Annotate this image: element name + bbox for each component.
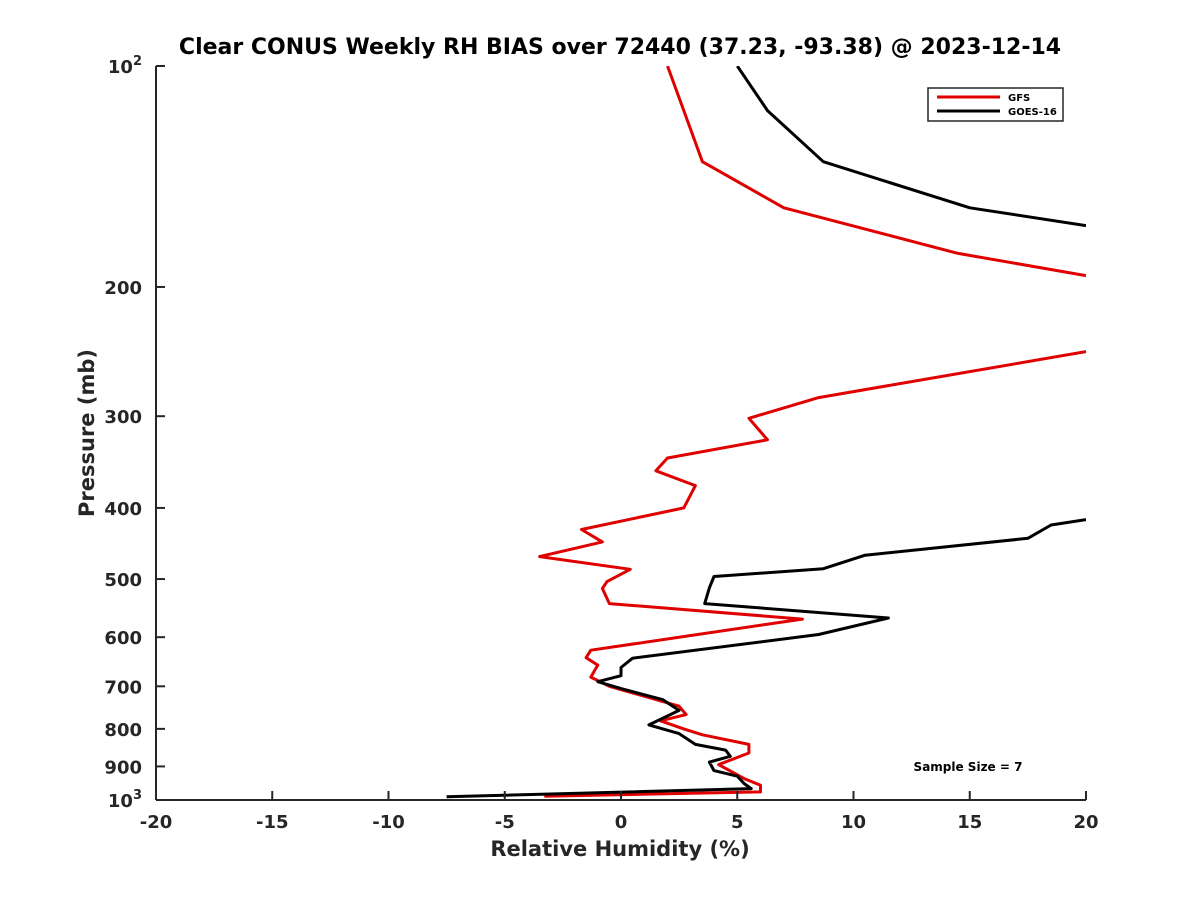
- legend: GFS GOES-16: [927, 87, 1064, 122]
- y-tick-label: 200: [104, 278, 142, 299]
- y-tick-label: 900: [104, 757, 142, 778]
- legend-label-goes-16: GOES-16: [1008, 107, 1057, 118]
- y-tick-label: 102: [108, 54, 142, 78]
- series-line-gfs-1: [666, 66, 1086, 278]
- x-tick-label: 5: [731, 812, 744, 833]
- x-tick-label: 10: [841, 812, 866, 833]
- x-tick-label: -15: [256, 812, 289, 833]
- y-tick-label: 800: [104, 720, 142, 741]
- y-tick-label: 400: [104, 499, 142, 520]
- x-tick-label: -20: [140, 812, 173, 833]
- x-tick-label: -5: [495, 812, 515, 833]
- plot-area: [155, 66, 1086, 801]
- series-line-gfs-2: [538, 350, 1086, 798]
- series-lines: [446, 66, 1086, 799]
- y-axis-label: Pressure (mb): [75, 349, 99, 517]
- series-line-goes-16-2: [446, 518, 1086, 799]
- x-tick-label: -10: [372, 812, 405, 833]
- x-tick-label: 15: [957, 812, 982, 833]
- y-tick-label: 300: [104, 407, 142, 428]
- y-tick-label: 103: [108, 788, 142, 812]
- legend-box: [927, 87, 1064, 122]
- series-line-goes-16-1: [736, 66, 1086, 228]
- sample-size-annotation: Sample Size = 7: [914, 760, 1023, 774]
- y-tick-label: 500: [104, 570, 142, 591]
- y-tick-label: 700: [104, 677, 142, 698]
- y-tick-label: 600: [104, 628, 142, 649]
- x-axis-label: Relative Humidity (%): [490, 837, 749, 861]
- x-tick-label: 0: [615, 812, 628, 833]
- x-axis-ticks: -20 -15 -10 -5 0 5 10 15 20: [140, 791, 1099, 833]
- chart-title: Clear CONUS Weekly RH BIAS over 72440 (3…: [179, 35, 1061, 60]
- x-tick-label: 20: [1073, 812, 1098, 833]
- legend-label-gfs: GFS: [1008, 93, 1030, 104]
- y-axis-ticks: 102 200 300 400 500 600 700 800 900 103: [104, 54, 165, 812]
